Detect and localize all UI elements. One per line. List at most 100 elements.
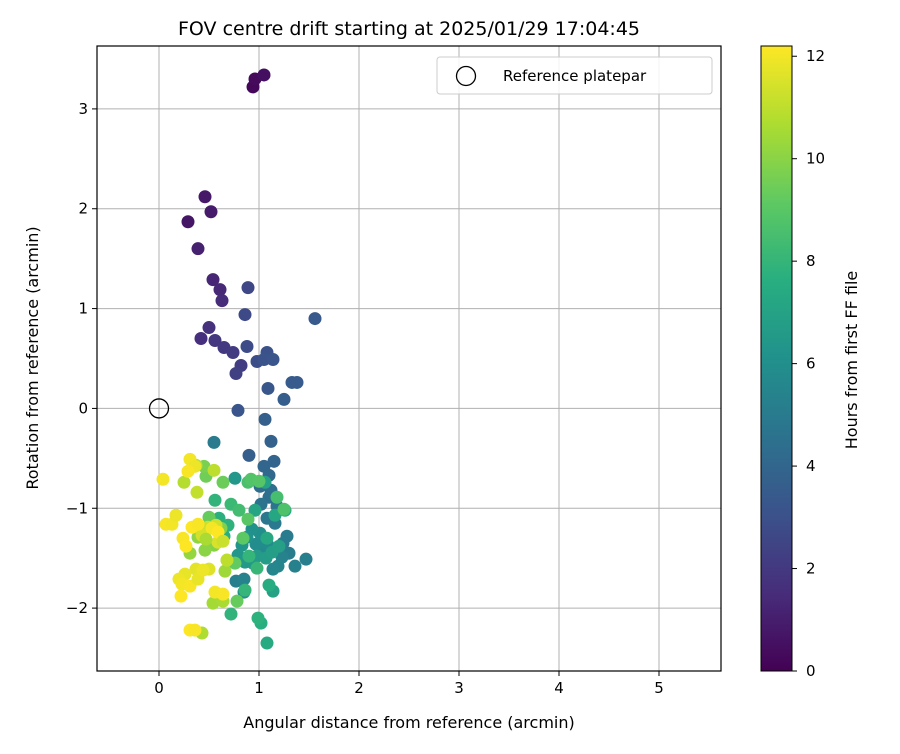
legend-reference-label: Reference platepar <box>503 67 647 85</box>
colorbar-tick-label: 0 <box>806 662 816 680</box>
data-point <box>242 448 256 462</box>
y-tick-label: 0 <box>78 399 88 417</box>
data-point <box>190 485 204 499</box>
data-point <box>260 636 274 650</box>
data-point <box>191 242 205 256</box>
x-tick-label: 1 <box>254 679 264 697</box>
colorbar-ticks: 0 2 4 6 8 10 12 <box>792 47 825 680</box>
y-tick-label: −2 <box>66 599 88 617</box>
x-tick-label: 4 <box>554 679 564 697</box>
legend: Reference platepar <box>436 56 713 95</box>
data-point <box>207 463 221 477</box>
data-point <box>251 611 265 625</box>
data-point <box>299 552 313 566</box>
data-point <box>194 332 208 346</box>
data-point <box>277 502 291 516</box>
data-point <box>240 340 254 354</box>
data-point <box>242 549 256 563</box>
colorbar-tick-label: 12 <box>806 47 825 65</box>
data-point <box>258 412 272 426</box>
data-point <box>232 503 246 517</box>
data-point <box>237 572 251 586</box>
data-point <box>238 308 252 322</box>
colorbar-tick-label: 8 <box>806 252 816 270</box>
data-point <box>288 559 302 573</box>
data-point <box>257 352 271 366</box>
x-axis-label: Angular distance from reference (arcmin) <box>243 713 574 732</box>
data-point <box>207 435 221 449</box>
data-point <box>252 474 266 488</box>
colorbar-tick-label: 4 <box>806 457 816 475</box>
data-point <box>250 561 264 575</box>
data-point <box>198 543 212 557</box>
data-point <box>181 464 195 478</box>
data-point <box>226 346 240 360</box>
reference-marker <box>148 398 170 419</box>
data-point <box>215 294 229 308</box>
y-tick-label: −1 <box>66 499 88 517</box>
reference-layer <box>148 398 170 419</box>
data-point <box>249 537 263 551</box>
chart-title: FOV centre drift starting at 2025/01/29 … <box>178 18 640 40</box>
data-point <box>199 532 213 546</box>
data-point <box>241 281 255 295</box>
data-point <box>169 508 183 522</box>
data-point <box>179 539 193 553</box>
scatter-points <box>156 68 322 650</box>
data-point <box>266 352 280 366</box>
data-point <box>181 215 195 229</box>
data-point <box>216 587 230 601</box>
data-point <box>218 564 232 578</box>
data-point <box>272 539 286 553</box>
colorbar: 0 2 4 6 8 10 12 Hours from first FF file <box>760 45 861 680</box>
x-tick-label: 5 <box>654 679 664 697</box>
data-point <box>257 68 271 82</box>
y-tick-label: 1 <box>78 300 88 318</box>
data-point <box>230 594 244 608</box>
data-point <box>266 562 280 576</box>
data-point <box>177 475 191 489</box>
grid <box>97 46 721 671</box>
colorbar-label: Hours from first FF file <box>842 271 861 450</box>
y-tick-label: 3 <box>78 100 88 118</box>
colorbar-tick-label: 10 <box>806 150 825 168</box>
x-tick-label: 3 <box>454 679 464 697</box>
data-point <box>228 471 242 485</box>
data-point <box>174 589 188 603</box>
data-point <box>248 503 262 517</box>
data-point <box>188 623 202 637</box>
data-point <box>231 403 245 417</box>
data-point <box>267 454 281 468</box>
y-axis-ticks: −2 −1 0 1 2 3 <box>66 100 97 617</box>
data-point <box>191 517 205 531</box>
y-axis-label: Rotation from reference (arcmin) <box>23 226 42 489</box>
data-point <box>206 273 220 287</box>
data-point <box>216 475 230 489</box>
data-point <box>208 334 222 348</box>
x-tick-label: 2 <box>354 679 364 697</box>
data-point <box>308 312 322 326</box>
colorbar-gradient <box>760 45 793 672</box>
data-point <box>216 534 230 548</box>
data-point <box>220 553 234 567</box>
colorbar-tick-label: 6 <box>806 355 816 373</box>
data-point <box>208 493 222 507</box>
data-point <box>206 596 220 610</box>
data-point <box>229 366 243 380</box>
data-point <box>260 531 274 545</box>
data-point <box>196 563 210 577</box>
data-point <box>213 283 227 297</box>
data-point <box>202 321 216 335</box>
data-point <box>236 531 250 545</box>
x-axis-ticks: 0 1 2 3 4 5 <box>154 671 664 697</box>
data-point <box>264 434 278 448</box>
data-point <box>290 375 304 389</box>
data-point <box>198 190 212 204</box>
legend-box <box>436 56 713 95</box>
colorbar-tick-label: 2 <box>806 560 816 578</box>
x-tick-label: 0 <box>154 679 164 697</box>
data-point <box>241 512 255 526</box>
y-tick-label: 2 <box>78 200 88 218</box>
plot-frame <box>96 45 722 672</box>
data-point <box>204 205 218 219</box>
